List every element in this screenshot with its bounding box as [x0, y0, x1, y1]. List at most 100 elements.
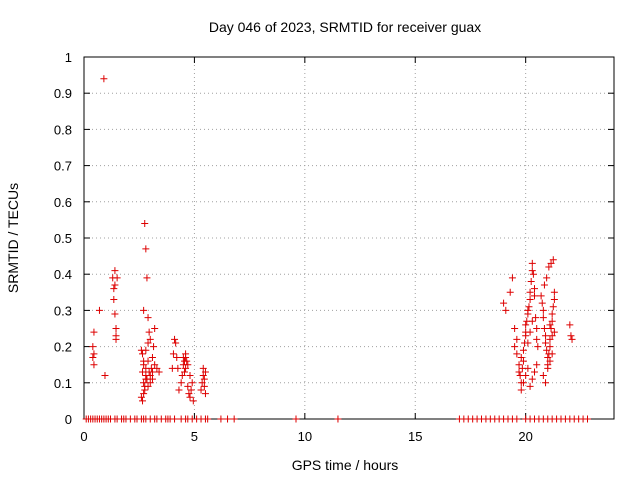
data-point — [185, 390, 193, 398]
data-point — [199, 364, 207, 372]
x-axis-label: GPS time / hours — [292, 457, 399, 473]
data-point — [526, 288, 534, 296]
data-point — [528, 267, 536, 275]
data-point — [548, 310, 556, 318]
data-point — [548, 332, 556, 340]
data-point — [175, 386, 183, 394]
data-point — [292, 415, 300, 423]
data-point — [199, 372, 207, 380]
data-point — [204, 415, 212, 423]
data-point — [140, 379, 148, 387]
y-tick-label: 0.3 — [54, 303, 72, 318]
data-point — [198, 379, 206, 387]
data-point — [528, 259, 536, 267]
data-point — [140, 390, 148, 398]
data-point — [506, 288, 514, 296]
data-point — [139, 368, 147, 376]
data-point — [90, 361, 98, 369]
data-point — [143, 274, 151, 282]
y-tick-label: 0.1 — [54, 376, 72, 391]
y-tick-label: 0.6 — [54, 195, 72, 210]
data-point — [550, 288, 558, 296]
data-point — [540, 325, 548, 332]
y-axis-label: SRMTID / TECUs — [5, 183, 21, 293]
gridlines — [84, 57, 614, 419]
data-point — [184, 382, 192, 390]
data-point — [197, 386, 205, 394]
data-point — [528, 317, 536, 325]
data-point — [111, 267, 119, 275]
data-point — [200, 382, 208, 390]
y-tick-label: 1 — [65, 50, 72, 65]
data-point — [540, 281, 548, 289]
data-point — [526, 382, 534, 390]
data-point — [517, 353, 525, 361]
data-point — [538, 299, 546, 307]
data-point — [200, 375, 208, 383]
data-point — [144, 314, 152, 322]
data-point — [533, 335, 541, 343]
data-point — [515, 361, 523, 369]
data-point — [182, 353, 190, 361]
data-point — [542, 379, 550, 387]
data-point — [172, 339, 180, 347]
data-point — [532, 314, 540, 322]
data-point — [173, 353, 181, 361]
data-point — [542, 339, 550, 347]
data-point — [90, 328, 98, 336]
data-point — [148, 368, 156, 376]
data-point — [522, 321, 530, 329]
data-point — [110, 285, 118, 293]
data-point — [568, 335, 576, 343]
data-point — [531, 292, 538, 300]
data-point — [89, 353, 97, 361]
data-point — [543, 274, 551, 282]
data-point — [187, 386, 195, 394]
x-tick-label: 5 — [191, 429, 198, 444]
data-point — [546, 357, 554, 365]
data-point — [189, 397, 197, 405]
data-point — [546, 335, 554, 343]
y-tick-label: 0.8 — [54, 122, 72, 137]
y-tick-label: 0.9 — [54, 86, 72, 101]
data-point — [178, 372, 186, 380]
data-point — [217, 415, 225, 423]
data-point — [169, 350, 177, 358]
data-point — [548, 317, 556, 325]
data-point — [513, 350, 521, 358]
data-point — [110, 296, 118, 304]
data-point — [549, 256, 557, 264]
data-point — [155, 368, 163, 376]
data-point — [137, 393, 145, 401]
data-point — [183, 357, 191, 365]
data-point — [171, 335, 179, 343]
data-point — [525, 303, 533, 311]
y-tick-label: 0.5 — [54, 231, 72, 246]
data-point — [511, 343, 519, 351]
data-point — [186, 372, 194, 380]
data-point — [519, 357, 527, 365]
data-point — [542, 332, 550, 340]
data-point — [139, 350, 147, 358]
data-point — [112, 332, 120, 340]
data-point — [517, 386, 525, 394]
data-point — [566, 321, 574, 329]
data-point — [142, 346, 150, 354]
data-point — [224, 415, 232, 423]
data-point — [174, 364, 182, 372]
data-point — [547, 325, 555, 332]
data-point — [531, 368, 538, 376]
data-point — [113, 274, 121, 282]
data-point — [537, 292, 545, 300]
data-point — [543, 346, 551, 354]
data-point — [111, 310, 119, 318]
y-tick-label: 0.2 — [54, 340, 72, 355]
x-tick-label: 20 — [518, 429, 532, 444]
y-tick-label: 0.4 — [54, 267, 72, 282]
data-point — [186, 393, 194, 401]
data-point — [188, 379, 196, 387]
axis-ticks: 0 5 10 15 20 0 0.1 0.2 0.3 0.4 0.5 0.6 0.7 0.8 0.9 1 — [54, 50, 614, 444]
data-point — [544, 364, 552, 372]
data-point — [148, 375, 156, 383]
data-point — [522, 372, 530, 380]
